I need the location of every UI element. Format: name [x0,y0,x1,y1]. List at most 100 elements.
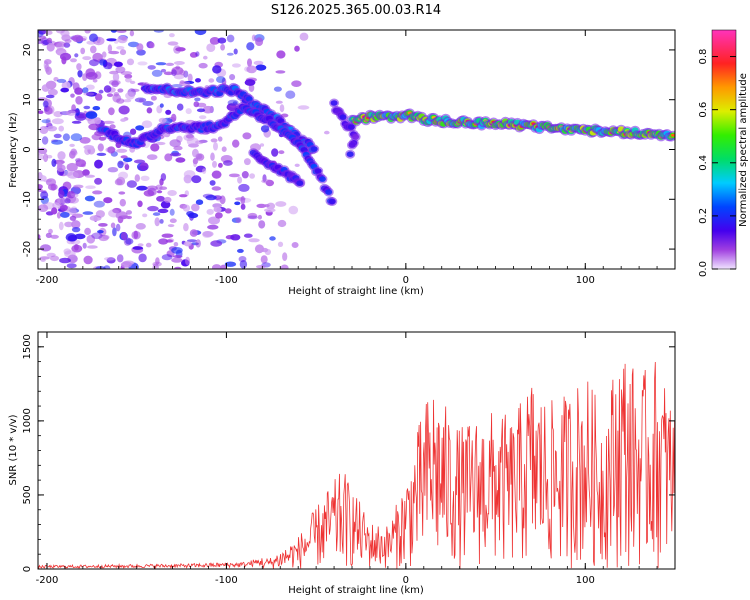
spectrogram-noise-blob [85,84,95,90]
spectrogram-noise-blob [110,30,118,33]
colorbar-tick-label: 0.4 [698,155,709,171]
spectrogram-streak-mark [346,151,354,157]
spectrogram-noise-blob [244,79,256,86]
spectrogram-noise-blob [291,80,302,87]
spectrogram-noise-blob [92,106,101,111]
spectrogram-noise-blob [74,233,86,240]
spectrogram-noise-blob [216,76,226,83]
snr-ytick-label: 0 [22,566,33,572]
spectrogram-noise-blob [157,208,169,214]
spectrogram-noise-blob [249,173,256,179]
spectrogram-noise-blob [95,210,105,218]
spectrogram-noise-blob [89,59,99,67]
spectrogram-noise-blob [102,120,115,124]
snr-ytick-label: 1500 [22,334,33,359]
spectrogram-noise-blob [294,45,300,52]
spectrogram-noise-blob [169,139,181,148]
spectrogram-noise-blob [38,154,44,161]
spectrogram-noise-blob [202,168,207,174]
spectrogram-noise-blob [40,191,49,200]
spectrogram-noise-blob [46,42,55,52]
spectrogram-noise-blob [62,133,70,141]
spectrogram-noise-blob [108,209,120,218]
spectrogram-noise-blob [276,50,286,59]
spectrogram-noise-blob [113,92,120,97]
spectrogram-noise-blob [194,97,201,102]
spectrogram-noise-blob [50,183,56,191]
spectrogram-noise-blob [76,63,82,71]
spectrogram-noise-blob [212,264,222,269]
spectrogram-noise-blob [47,88,58,96]
spectrogram-noise-blob [46,252,56,258]
spectrogram-noise-blob [84,195,95,202]
spectrogram-noise-blob [259,143,265,147]
spectrogram-noise-blob [155,257,160,265]
spectrogram-noise-blob [117,88,124,93]
spectrogram-noise-blob [70,93,75,98]
spectrogram-noise-blob [231,63,241,68]
spectrogram-noise-blob [115,211,128,220]
spectrogram-noise-blob [149,42,155,49]
spectrogram-noise-blob [98,223,108,227]
spectrogram-noise-blob [176,103,184,111]
spectrogram-noise-blob [154,217,160,227]
spectrogram-noise-blob [183,223,189,232]
spectrogram-noise-blob [70,193,79,198]
spectrogram-noise-blob [137,61,148,66]
spectrogram-noise-blob [129,30,135,37]
spectrogram-noise-blob [203,55,208,60]
spectrogram-noise-blob [38,184,43,190]
spectrogram-noise-blob [188,143,199,148]
spectrogram-noise-blob [135,223,146,230]
spectrogram-noise-blob [198,62,208,69]
spectrogram-noise-blob [119,49,127,56]
spectrogram-noise-blob [213,206,222,213]
spectrogram-noise-blob [187,73,193,83]
spectrogram-streak-mark [352,134,360,140]
spectrogram-noise-blob [124,163,130,171]
spectrogram-noise-blob [263,204,270,208]
spectrogram-noise-blob [163,196,172,203]
spectrogram-noise-blob [53,133,62,139]
spectrogram-noise-blob [56,164,66,172]
spectrogram-noise-blob [83,255,93,265]
colorbar-tick-label: 0.8 [698,49,709,65]
spectrogram-noise-blob [151,69,163,77]
spectrogram-noise-blob [233,48,238,55]
spectrogram-noise-blob [72,34,84,43]
spectrogram-noise-blob [229,74,236,81]
spectrogram-noise-blob [257,214,262,220]
spectrogram-noise-blob [210,138,218,143]
spectrogram-noise-blob [103,265,111,269]
spectrogram-noise-blob [278,150,285,155]
spectrogram-noise-blob [142,213,148,218]
spectrogram-noise-blob [145,242,152,248]
spectrogram-noise-blob [112,227,117,237]
spectrogram-noise-blob [140,175,150,181]
spectrogram-noise-blob [70,133,83,142]
spectrogram-noise-blob [118,105,130,115]
spectrogram-noise-blob [134,174,140,182]
spectrogram-noise-blob [209,37,220,45]
spectrogram-noise-blob [83,105,91,110]
spectrogram-noise-blob [98,89,104,94]
spectrogram-noise-blob [126,58,135,66]
snr-panel: -200 -100 0 100 0 500 1000 1500 Height of stra… [8,331,676,596]
spectrogram-noise-blob [191,203,200,212]
spectrogram-noise-blob [94,159,103,169]
spectrogram-noise-blob [210,152,215,161]
spectrogram-ylabel: Frequency (Hz) [8,112,19,188]
spectrogram-streak-mark [348,142,356,148]
spectrogram-noise-blob [224,261,237,267]
spectrogram-noise-blob [185,134,194,139]
spectrogram-noise-blob [194,30,207,36]
spectrogram-noise-blob [237,176,243,184]
spectrogram-noise-blob [227,99,239,106]
spectrogram-xtick-label: 100 [576,275,595,286]
spectrogram-noise-blob [118,171,129,180]
spectrogram-noise-blob [146,107,153,114]
spectrogram-ytick-label: -10 [22,191,33,207]
spectrogram-noise-blob [133,159,146,164]
